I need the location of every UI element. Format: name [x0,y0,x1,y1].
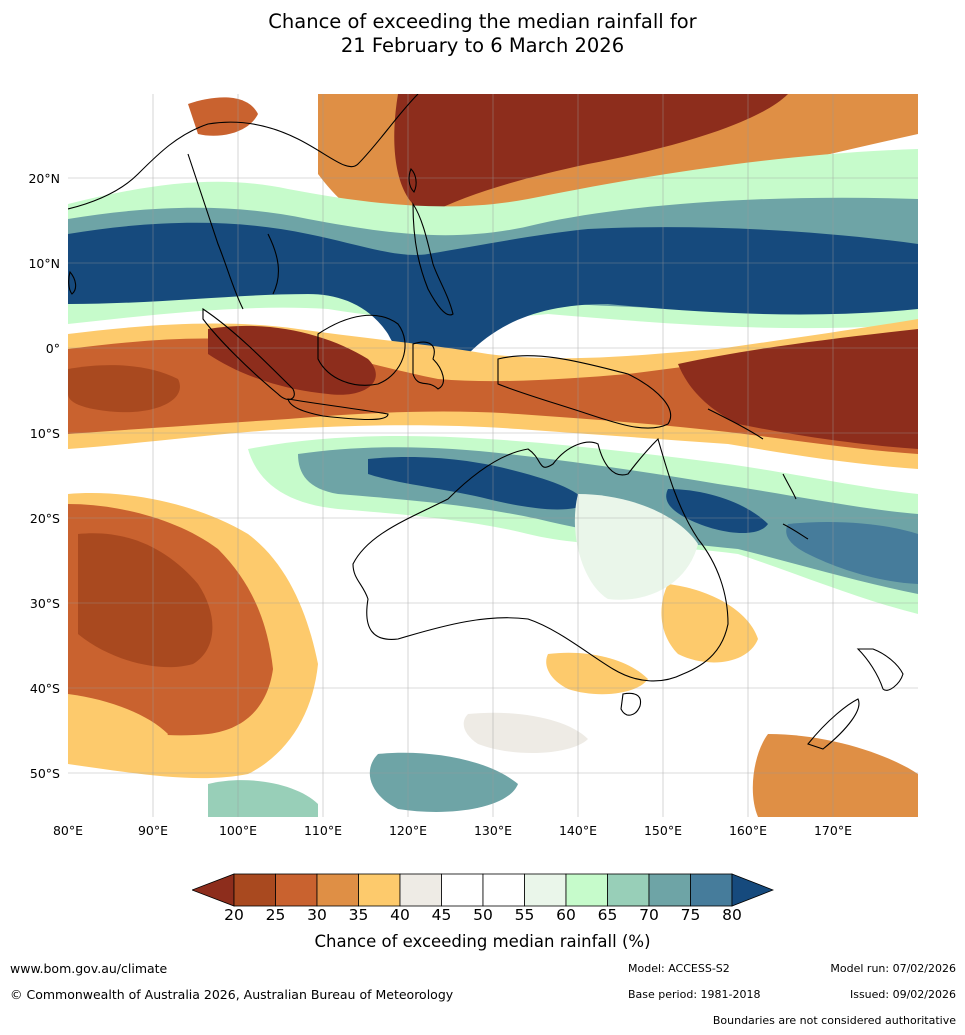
lat-label-10s: 10°S [29,426,60,441]
dry-band-west-core [68,365,180,413]
footer-model: Model: ACCESS-S2 [628,962,730,975]
colorbar-cell [358,873,401,907]
colorbar [192,873,774,907]
dry-patch-south-east [752,734,918,817]
colorbar-cell [275,873,318,907]
rainfall-map-canvas [68,94,918,817]
neutral-patch-south [463,712,588,754]
lon-label-140e: 140°E [558,823,597,838]
lat-label-10n: 10°N [28,256,60,271]
map-title: Chance of exceeding the median rainfall … [0,10,965,58]
lon-label-150e: 150°E [643,823,682,838]
footer-model-run: Model run: 07/02/2026 [830,962,956,975]
lon-label-110e: 110°E [303,823,342,838]
colorbar-tick-label: 55 [514,906,535,924]
new-zealand-coastline [807,648,904,750]
dry-region-northwest [188,97,258,136]
colorbar-tick-label: 80 [722,906,742,924]
footer-issued: Issued: 09/02/2026 [849,988,956,1001]
colorbar-low-extend [192,873,235,907]
rainfall-map[interactable] [68,94,918,817]
colorbar-tick-label: 25 [265,906,286,924]
footer-copyright: © Commonwealth of Australia 2026, Austra… [10,987,454,1002]
dry-band-equatorial-core [208,325,376,395]
dry-patch-south-central [546,652,648,695]
colorbar-cell [607,873,650,907]
colorbar-cell [316,873,359,907]
borneo-coastline [317,314,406,386]
wet-region-coral-sea-core [666,489,768,534]
java-coastline [287,398,389,420]
lon-label-100e: 100°E [218,823,257,838]
mainland-asia-coastline [68,94,419,310]
colorbar-high-extend [731,873,774,907]
colorbar-cell [233,873,276,907]
lon-label-120e: 120°E [388,823,427,838]
very-dry-region-north [394,94,788,214]
sulawesi-coastline [412,341,444,390]
colorbar-tick-label: 35 [348,906,369,924]
sri-lanka-coastline [68,270,77,295]
footer-url[interactable]: www.bom.gov.au/climate [10,961,168,976]
title-line-2: 21 February to 6 March 2026 [340,34,625,57]
colorbar-tick-label: 75 [680,906,701,924]
lon-label-130e: 130°E [473,823,512,838]
philippines-coastline [412,202,454,316]
new-guinea-coastline [497,355,671,429]
colorbar-tick-label: 70 [639,906,659,924]
taiwan-coastline [408,168,417,193]
lat-label-20s: 20°S [29,511,60,526]
lat-label-40s: 40°S [29,681,60,696]
lon-label-90e: 90°E [137,823,169,838]
colorbar-cell [399,873,442,907]
colorbar-tick-label: 45 [431,906,452,924]
lat-label-30s: 30°S [29,596,60,611]
colorbar-cell [524,873,567,907]
title-line-1: Chance of exceeding the median rainfall … [268,10,697,33]
lat-label-20n: 20°N [28,171,60,186]
colorbar-label: Chance of exceeding median rainfall (%) [314,932,651,951]
colorbar-tick-label: 40 [390,906,410,924]
colorbar-cell [565,873,608,907]
colorbar-cell [482,873,525,907]
colorbar-cell [441,873,484,907]
footer-disclaimer: Boundaries are not considered authoritat… [712,1014,956,1027]
wet-patch-southern-ocean [208,780,318,817]
dry-patch-south-indian [68,694,168,756]
wet-patch-south [369,752,518,812]
wet-region-north-australia-core [368,457,588,510]
pacific-islands-coastline [707,408,809,540]
colorbar-cell [648,873,691,907]
dry-region-indian-ocean-core [78,533,213,668]
colorbar-tick-label: 65 [597,906,618,924]
coastlines [68,94,904,750]
lat-label-50s: 50°S [29,766,60,781]
colorbar-cell [690,873,733,907]
lon-label-170e: 170°E [813,823,852,838]
lat-label-equator: 0° [45,341,60,356]
wet-region-pacific-core [786,522,918,584]
colorbar-tick-label: 30 [307,906,327,924]
colorbar-cells [233,873,733,907]
australia-coastline [352,437,729,682]
dry-patch-tasman [661,584,758,663]
tasmania-coastline [620,692,642,716]
colorbar-tick-label: 50 [473,906,493,924]
lon-label-160e: 160°E [728,823,767,838]
colorbar-tick-label: 60 [556,906,576,924]
dry-band-pacific-core [678,329,918,449]
wet-patch-eastern-australia [574,494,698,600]
footer-base-period: Base period: 1981-2018 [628,988,761,1001]
colorbar-tick-label: 20 [224,906,244,924]
lon-label-80e: 80°E [52,823,84,838]
